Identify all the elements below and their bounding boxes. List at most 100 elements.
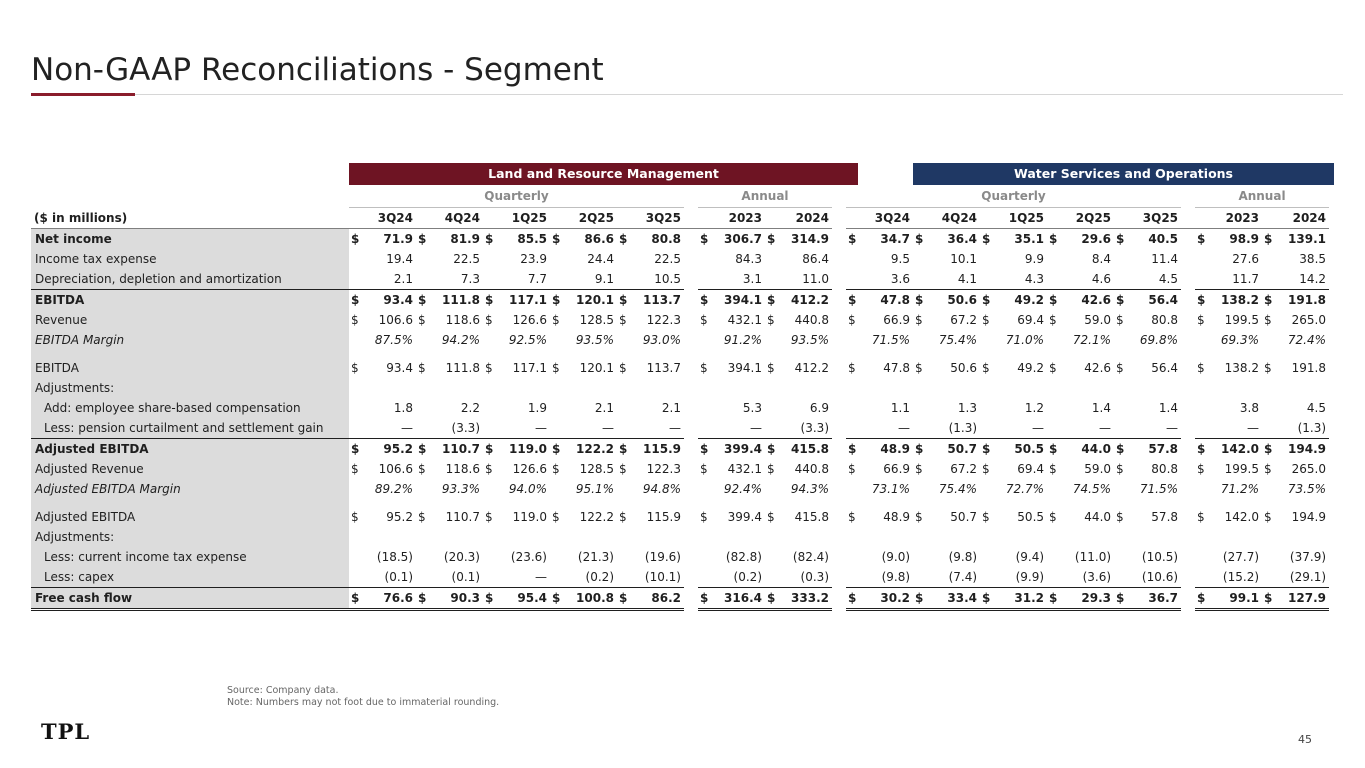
dollar-sign: $ bbox=[1116, 510, 1124, 524]
empty-cell bbox=[349, 527, 361, 547]
segment-gap bbox=[832, 567, 846, 588]
dollar-sign: $ bbox=[485, 313, 493, 327]
value-wso-a-0: 11.7 bbox=[1232, 272, 1260, 286]
empty-cell bbox=[1126, 378, 1181, 398]
row-label: Depreciation, depletion and amortization bbox=[31, 269, 349, 290]
value-lrm-a-0: 432.1 bbox=[727, 462, 762, 476]
table-row: EBITDA Margin 87.5% 94.2% 92.5% 93.5% 93.0% 91… bbox=[31, 330, 1334, 350]
dollar-sign: $ bbox=[349, 438, 361, 459]
value-lrm-q-0: 89.2% bbox=[374, 482, 413, 496]
col-gap bbox=[1181, 398, 1195, 418]
dollar-sign: $ bbox=[619, 361, 627, 375]
value-wso-q-1: 75.4% bbox=[938, 482, 978, 496]
dollar-sign bbox=[550, 249, 562, 269]
value-lrm-q-1: 7.3 bbox=[460, 272, 480, 286]
value-lrm-a-1: 440.8 bbox=[794, 313, 829, 327]
segment-gap bbox=[832, 229, 846, 250]
value-lrm-q-1: 81.9 bbox=[450, 232, 480, 246]
value-lrm-q-4: 10.5 bbox=[654, 272, 681, 286]
col-header-lrm-3q25: 3Q25 bbox=[617, 207, 684, 229]
value-wso-q-1: 50.7 bbox=[925, 438, 981, 459]
value-lrm-q-3: 9.1 bbox=[594, 272, 614, 286]
value-lrm-q-2: 92.5% bbox=[508, 333, 547, 347]
dollar-sign bbox=[617, 249, 629, 269]
title-divider bbox=[31, 94, 1343, 95]
value-lrm-q-2: 1.9 bbox=[527, 401, 547, 415]
col-gap bbox=[1181, 310, 1195, 330]
value-wso-q-0: (9.0) bbox=[881, 550, 911, 564]
value-wso-q-3: 42.6 bbox=[1084, 361, 1112, 375]
dollar-sign bbox=[1262, 269, 1274, 290]
col-gap bbox=[1181, 249, 1195, 269]
segment-gap bbox=[832, 459, 846, 479]
empty-cell bbox=[1207, 378, 1262, 398]
empty-cell bbox=[858, 527, 913, 547]
dollar-sign: $ bbox=[1114, 289, 1127, 310]
value-wso-a-0: 27.6 bbox=[1232, 252, 1260, 266]
dollar-sign: $ bbox=[552, 462, 560, 476]
quarterly-header-lrm: Quarterly bbox=[349, 185, 684, 208]
dollar-sign bbox=[617, 269, 629, 290]
value-wso-q-1: (9.8) bbox=[948, 550, 978, 564]
dollar-sign bbox=[698, 269, 710, 290]
col-header-wso-2023: 2023 bbox=[1195, 207, 1263, 229]
footnotes: Source: Company data. Note: Numbers may … bbox=[227, 685, 499, 709]
dollar-sign: $ bbox=[416, 587, 428, 611]
value-wso-q-1: 36.4 bbox=[947, 232, 978, 246]
value-wso-a-0: 98.9 bbox=[1229, 232, 1260, 246]
value-lrm-q-3: (0.2) bbox=[585, 570, 614, 584]
dollar-sign bbox=[980, 269, 992, 290]
dollar-sign: $ bbox=[1049, 462, 1057, 476]
value-lrm-q-3: 120.1 bbox=[579, 361, 614, 375]
dollar-sign: $ bbox=[700, 361, 708, 375]
dollar-sign: $ bbox=[1047, 438, 1060, 459]
value-lrm-q-1: 111.8 bbox=[428, 289, 483, 310]
empty-cell bbox=[361, 527, 416, 547]
value-lrm-q-1: 94.2% bbox=[441, 333, 480, 347]
value-lrm-q-4: 94.8% bbox=[642, 482, 681, 496]
subheader-gap bbox=[684, 185, 698, 208]
empty-cell bbox=[710, 378, 765, 398]
dollar-sign: $ bbox=[848, 361, 856, 375]
value-lrm-a-0: (0.2) bbox=[733, 570, 762, 584]
dollar-sign: $ bbox=[982, 361, 990, 375]
segment-gap bbox=[832, 269, 846, 290]
dollar-sign: $ bbox=[1195, 587, 1208, 611]
dollar-sign: $ bbox=[846, 438, 859, 459]
col-gap bbox=[684, 527, 698, 547]
value-lrm-q-0: 95.2 bbox=[361, 438, 416, 459]
value-wso-q-2: 72.7% bbox=[1005, 482, 1045, 496]
segment-gap bbox=[832, 547, 846, 567]
empty-cell bbox=[1262, 378, 1274, 398]
value-wso-q-0: (9.8) bbox=[881, 570, 911, 584]
units-label: ($ in millions) bbox=[31, 207, 349, 229]
value-lrm-a-1: 314.9 bbox=[791, 232, 829, 246]
col-header-lrm-4q24: 4Q24 bbox=[416, 207, 483, 229]
dollar-sign bbox=[980, 249, 992, 269]
value-lrm-q-4: 22.5 bbox=[654, 252, 681, 266]
dollar-sign: $ bbox=[1047, 587, 1060, 611]
value-lrm-q-0: — bbox=[401, 421, 413, 435]
dollar-sign: $ bbox=[1197, 232, 1206, 246]
dollar-sign: $ bbox=[1264, 510, 1272, 524]
value-lrm-q-4: 115.9 bbox=[629, 438, 684, 459]
value-wso-q-0: — bbox=[898, 421, 911, 435]
empty-cell bbox=[349, 378, 361, 398]
dollar-sign: $ bbox=[982, 232, 991, 246]
value-lrm-q-3: 128.5 bbox=[579, 462, 614, 476]
tpl-logo: TPL bbox=[41, 719, 91, 744]
row-label: Free cash flow bbox=[31, 587, 349, 611]
value-lrm-q-4: 80.8 bbox=[651, 232, 681, 246]
value-wso-q-3: 59.0 bbox=[1084, 313, 1112, 327]
dollar-sign: $ bbox=[619, 462, 627, 476]
value-wso-q-2: 4.3 bbox=[1024, 272, 1045, 286]
value-lrm-a-0: 92.4% bbox=[723, 482, 762, 496]
empty-cell bbox=[1207, 527, 1262, 547]
dollar-sign: $ bbox=[1047, 289, 1060, 310]
empty-cell bbox=[913, 378, 925, 398]
empty-cell bbox=[1274, 527, 1329, 547]
dollar-sign: $ bbox=[1114, 438, 1127, 459]
col-header-lrm-3q24: 3Q24 bbox=[349, 207, 416, 229]
value-wso-a-1: (29.1) bbox=[1289, 570, 1327, 584]
value-lrm-a-1: 86.4 bbox=[802, 252, 829, 266]
